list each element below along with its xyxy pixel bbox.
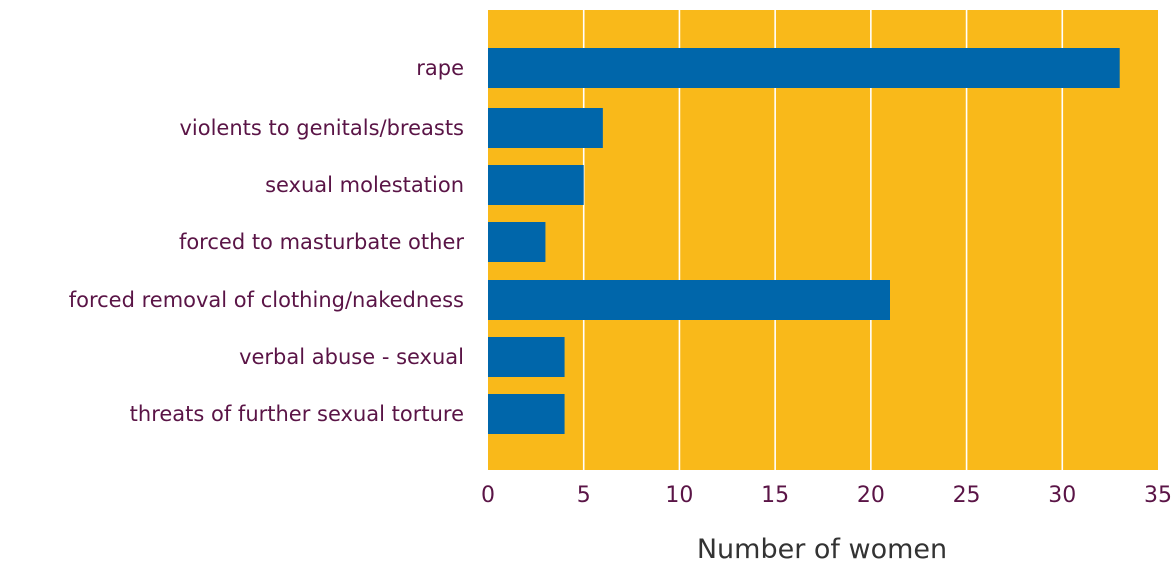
bar bbox=[488, 337, 565, 377]
category-label: verbal abuse - sexual bbox=[239, 345, 464, 369]
bar bbox=[488, 108, 603, 148]
x-tick-label: 10 bbox=[665, 483, 693, 508]
bar bbox=[488, 222, 546, 262]
x-axis-title: Number of women bbox=[697, 534, 947, 565]
x-tick-label: 0 bbox=[481, 483, 495, 508]
category-labels: rape violents to genitals/breasts sexual m… bbox=[69, 56, 465, 426]
x-tick-label: 15 bbox=[761, 483, 789, 508]
category-label: violents to genitals/breasts bbox=[179, 116, 464, 140]
bar bbox=[488, 394, 565, 434]
category-label: sexual molestation bbox=[265, 173, 464, 197]
bar bbox=[488, 48, 1120, 88]
x-tick-label: 35 bbox=[1144, 483, 1172, 508]
x-tick-labels: 0 5 10 15 20 25 30 35 bbox=[481, 483, 1172, 508]
x-tick-label: 30 bbox=[1048, 483, 1076, 508]
x-tick-label: 20 bbox=[857, 483, 885, 508]
bar bbox=[488, 280, 890, 320]
bar bbox=[488, 165, 584, 205]
x-tick-label: 25 bbox=[953, 483, 981, 508]
x-tick-label: 5 bbox=[577, 483, 591, 508]
category-label: threats of further sexual torture bbox=[130, 402, 464, 426]
bars bbox=[488, 48, 1120, 434]
category-label: forced to masturbate other bbox=[179, 230, 464, 254]
category-label: forced removal of clothing/nakedness bbox=[69, 288, 464, 312]
category-label: rape bbox=[416, 56, 464, 80]
